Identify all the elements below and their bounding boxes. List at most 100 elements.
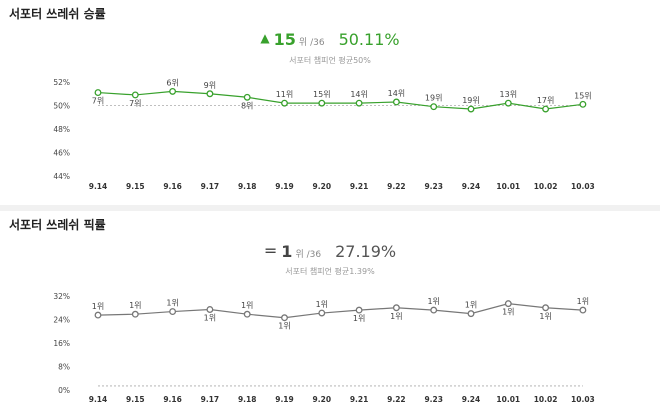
y-tick-label: 50% (53, 102, 70, 111)
winrate-rank-suffix: 위 /36 (298, 38, 325, 48)
data-label: 1위 (278, 322, 290, 331)
data-point (169, 308, 177, 316)
pickrate-average: 서포터 챔피언 평균1.39% (285, 267, 375, 276)
x-tick-label: 9.22 (387, 395, 406, 404)
data-point (94, 89, 102, 97)
data-point (504, 300, 512, 308)
x-tick-label: 9.20 (313, 395, 332, 404)
data-point (206, 306, 214, 313)
winrate-title: 서포터 쓰레쉬 승률 (9, 7, 106, 21)
y-tick-label: 46% (53, 149, 70, 158)
data-label: 9위 (204, 81, 216, 90)
data-point (467, 310, 475, 318)
x-tick-label: 9.14 (89, 182, 108, 191)
data-label: 14위 (388, 89, 406, 98)
x-tick-label: 9.17 (201, 395, 220, 404)
y-tick-label: 32% (53, 292, 70, 301)
data-point (318, 309, 326, 317)
x-tick-label: 9.18 (238, 395, 257, 404)
data-point (542, 304, 550, 312)
winrate-panel: 서포터 쓰레쉬 승률 ▲ 15 위 /36 50.11% 서포터 챔피언 평균50% … (0, 0, 660, 205)
pickrate-title: 서포터 쓰레쉬 픽률 (9, 218, 106, 232)
data-label: 11위 (276, 90, 294, 99)
y-tick-label: 52% (53, 78, 70, 87)
x-tick-label: 10.03 (571, 182, 595, 191)
winrate-chart: 52% 50% 48% 46% 44% 9.14 9.15 9.16 9.17 9.18 9.19 9… (53, 78, 595, 191)
x-tick-label: 9.23 (424, 395, 443, 404)
y-tick-label: 24% (53, 316, 70, 325)
data-point (392, 304, 400, 312)
data-point (430, 103, 438, 111)
y-tick-label: 0% (58, 386, 70, 395)
data-point (281, 314, 288, 322)
triangle-up-icon: ▲ (260, 31, 270, 45)
data-point (392, 98, 400, 106)
data-label: 6위 (166, 78, 178, 87)
x-tick-label: 9.21 (350, 182, 369, 191)
data-label: 7위 (92, 97, 104, 106)
data-label: 1위 (427, 297, 439, 306)
winrate-header: ▲ 15 위 /36 50.11% (0, 30, 660, 49)
data-label: 1위 (129, 301, 141, 310)
x-tick-label: 9.15 (126, 395, 145, 404)
data-label: 14위 (350, 90, 368, 99)
pickrate-rank-suffix: 위 /36 (295, 250, 322, 260)
data-label: 1위 (353, 314, 365, 323)
winrate-value: 50.11% (338, 30, 400, 49)
data-point (169, 87, 177, 95)
data-label: 13위 (500, 90, 518, 99)
x-tick-label: 10.01 (496, 395, 520, 404)
data-label: 8위 (241, 101, 253, 110)
data-point (430, 306, 438, 314)
data-point (318, 99, 326, 107)
data-label: 1위 (166, 299, 178, 308)
data-point (131, 91, 139, 99)
data-point (131, 310, 139, 318)
data-label: 15위 (574, 91, 592, 100)
x-tick-label: 9.15 (126, 182, 145, 191)
data-point (206, 90, 214, 98)
data-point (355, 306, 363, 314)
data-label: 1위 (465, 301, 477, 310)
x-tick-label: 9.19 (275, 182, 294, 191)
winrate-rank: 15 (273, 30, 296, 49)
data-point (281, 99, 288, 107)
data-label: 1위 (577, 297, 589, 306)
x-tick-label: 9.18 (238, 182, 257, 191)
data-label: 1위 (502, 308, 514, 317)
x-tick-label: 9.21 (350, 395, 369, 404)
data-label: 15위 (313, 90, 331, 99)
x-tick-label: 9.19 (275, 395, 294, 404)
y-tick-label: 44% (53, 172, 70, 181)
data-point (579, 100, 587, 108)
x-tick-label: 9.20 (313, 182, 332, 191)
data-point (579, 306, 587, 314)
y-tick-label: 48% (53, 125, 70, 134)
pickrate-value: 27.19% (335, 242, 397, 261)
x-tick-label: 10.02 (534, 395, 558, 404)
winrate-average: 서포터 챔피언 평균50% (289, 56, 371, 65)
x-tick-label: 9.24 (462, 182, 481, 191)
data-label: 17위 (537, 96, 555, 105)
x-tick-label: 9.16 (163, 395, 182, 404)
data-label: 19위 (462, 96, 480, 105)
pickrate-chart: 32% 24% 16% 8% 0% 9.14 9.15 9.16 9.17 9.18 9.19 9.2… (53, 292, 594, 404)
x-tick-label: 9.16 (163, 182, 182, 191)
data-label: 19위 (425, 94, 443, 103)
data-point (542, 105, 550, 113)
data-point (355, 99, 363, 107)
x-tick-label: 10.01 (496, 182, 520, 191)
data-label: 1위 (539, 312, 551, 321)
data-point (467, 105, 475, 113)
data-label: 7위 (129, 99, 141, 108)
pickrate-header: = 1 위 /36 27.19% (0, 241, 660, 261)
data-point (504, 99, 512, 107)
x-tick-label: 9.17 (201, 182, 220, 191)
data-label: 1위 (92, 302, 104, 311)
x-tick-label: 9.23 (424, 182, 443, 191)
x-tick-label: 10.02 (534, 182, 558, 191)
pickrate-panel: 서포터 쓰레쉬 픽률 = 1 위 /36 27.19% 서포터 챔피언 평균1.39%… (0, 211, 660, 415)
x-tick-label: 9.14 (89, 395, 108, 404)
data-label: 1위 (204, 314, 216, 323)
series-line (97, 303, 583, 319)
